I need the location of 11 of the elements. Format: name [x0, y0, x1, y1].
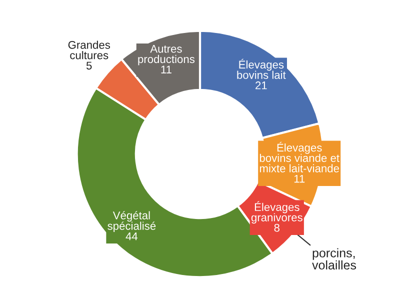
- text: porcins, volailles: [312, 248, 356, 270]
- slice-label: Grandes cultures: [68, 40, 110, 60]
- data-label: 11: [161, 66, 172, 74]
- slice-label: Autres productions: [138, 44, 195, 66]
- slice-label: Végétal spécialisé: [108, 211, 156, 232]
- slice-label: Élevages bovins lait: [237, 58, 286, 79]
- data-label: 44: [126, 232, 138, 240]
- slice-label: Élevages granivores: [251, 201, 302, 224]
- data-label: 21: [256, 81, 267, 90]
- data-label: 8: [274, 224, 280, 232]
- data-label: 5: [86, 62, 92, 70]
